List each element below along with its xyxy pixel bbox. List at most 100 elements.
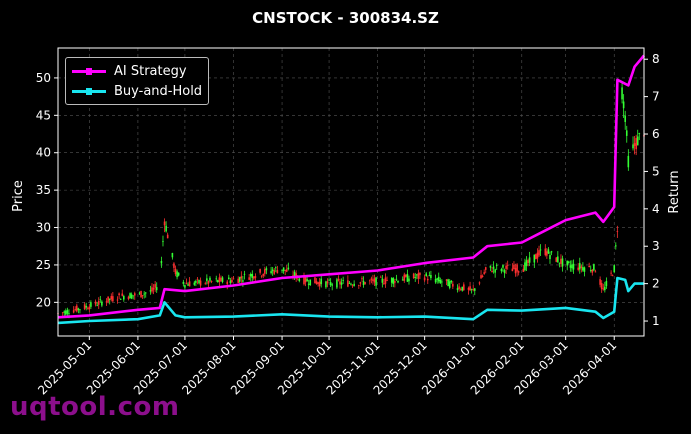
candle-body — [304, 276, 307, 283]
candle-body — [638, 133, 641, 135]
candle-body — [342, 280, 344, 281]
candle-body — [547, 249, 550, 254]
candle-body — [337, 279, 340, 281]
candle-body — [572, 263, 575, 270]
candle-body — [535, 254, 537, 260]
candle-body — [469, 286, 471, 291]
candle-body — [358, 285, 360, 286]
candle-body — [251, 273, 254, 278]
candle-body — [318, 281, 321, 287]
candle-body — [561, 258, 564, 267]
candle-body — [395, 278, 398, 280]
candle-body — [273, 270, 276, 274]
candle-body — [160, 260, 163, 264]
candle-body — [423, 277, 426, 281]
candle-body — [503, 270, 506, 274]
candle-body — [578, 262, 581, 270]
candle-body — [614, 245, 617, 247]
candle-body — [370, 278, 373, 280]
candle-body — [110, 296, 113, 300]
candle-body — [480, 275, 482, 279]
candle-body — [187, 284, 189, 286]
candle-body — [193, 282, 196, 285]
candle-body — [336, 279, 338, 288]
watermark: uqtool.com — [10, 392, 180, 422]
candle-body — [428, 275, 431, 277]
candle-body — [264, 269, 266, 274]
candle-body — [165, 225, 167, 232]
legend-item-buy-and-hold: Buy-and-Hold — [72, 82, 202, 100]
candle-body — [331, 284, 333, 286]
candle-body — [238, 277, 241, 282]
candle-body — [555, 257, 558, 262]
candle-body — [546, 251, 548, 256]
candle-body — [229, 280, 232, 284]
candle-body — [260, 275, 263, 277]
candle-body — [522, 268, 525, 272]
candle-body — [403, 274, 406, 281]
candle-body — [123, 296, 125, 300]
candle-body — [199, 280, 202, 286]
candle-body — [452, 283, 454, 287]
candle-body — [154, 284, 156, 288]
candle-body — [571, 264, 573, 269]
candle-body — [348, 282, 351, 284]
candle-body — [130, 294, 133, 299]
candle-body — [149, 290, 152, 292]
candle-body — [132, 295, 135, 297]
candle-body — [293, 271, 296, 276]
candle-body — [511, 268, 514, 272]
candle-body — [589, 270, 592, 272]
candle-body — [632, 144, 634, 149]
candle-body — [351, 285, 354, 287]
candle-body — [254, 276, 257, 278]
candle-body — [303, 275, 305, 285]
candle-body — [185, 283, 188, 284]
candle-body — [328, 279, 330, 281]
candle-body — [232, 278, 235, 280]
candle-body — [63, 311, 66, 313]
candle-body — [616, 231, 619, 232]
candle-body — [390, 277, 393, 283]
candle-body — [401, 279, 404, 281]
candle-body — [514, 267, 517, 274]
candle-body — [495, 265, 498, 267]
candle-body — [624, 115, 626, 122]
candle-body — [215, 278, 218, 280]
candle-body — [567, 261, 570, 263]
candle-body — [528, 257, 531, 263]
candle-body — [182, 281, 185, 284]
candle-body — [544, 248, 547, 256]
candle-body — [97, 301, 100, 305]
candle-body — [152, 287, 155, 290]
candle-body — [470, 288, 473, 290]
candle-body — [265, 268, 268, 271]
candle-body — [625, 130, 628, 136]
candle-body — [83, 304, 86, 310]
candle-body — [633, 143, 636, 146]
candle-body — [426, 278, 429, 281]
y-right-tick-label: 1 — [652, 314, 660, 328]
candle-body — [274, 267, 277, 269]
candle-body — [209, 277, 211, 281]
candle-body — [539, 249, 542, 251]
y-right-tick-label: 3 — [652, 239, 660, 253]
candle-body — [517, 271, 520, 273]
candle-body — [611, 275, 614, 277]
candle-body — [237, 278, 239, 283]
candle-body — [463, 284, 465, 291]
y-axis-left-label: Price — [11, 180, 26, 212]
candle-body — [174, 268, 177, 275]
candle-body — [456, 288, 459, 291]
candle-body — [217, 280, 219, 283]
candle-body — [281, 269, 283, 271]
candle-body — [350, 283, 352, 285]
candle-body — [436, 278, 438, 280]
candle-body — [276, 270, 279, 274]
plot-frame — [57, 47, 645, 337]
candle-body — [364, 282, 366, 285]
candle-body — [86, 308, 89, 310]
candle-body — [196, 278, 199, 280]
candle-body — [171, 252, 174, 258]
candle-body — [204, 283, 207, 285]
